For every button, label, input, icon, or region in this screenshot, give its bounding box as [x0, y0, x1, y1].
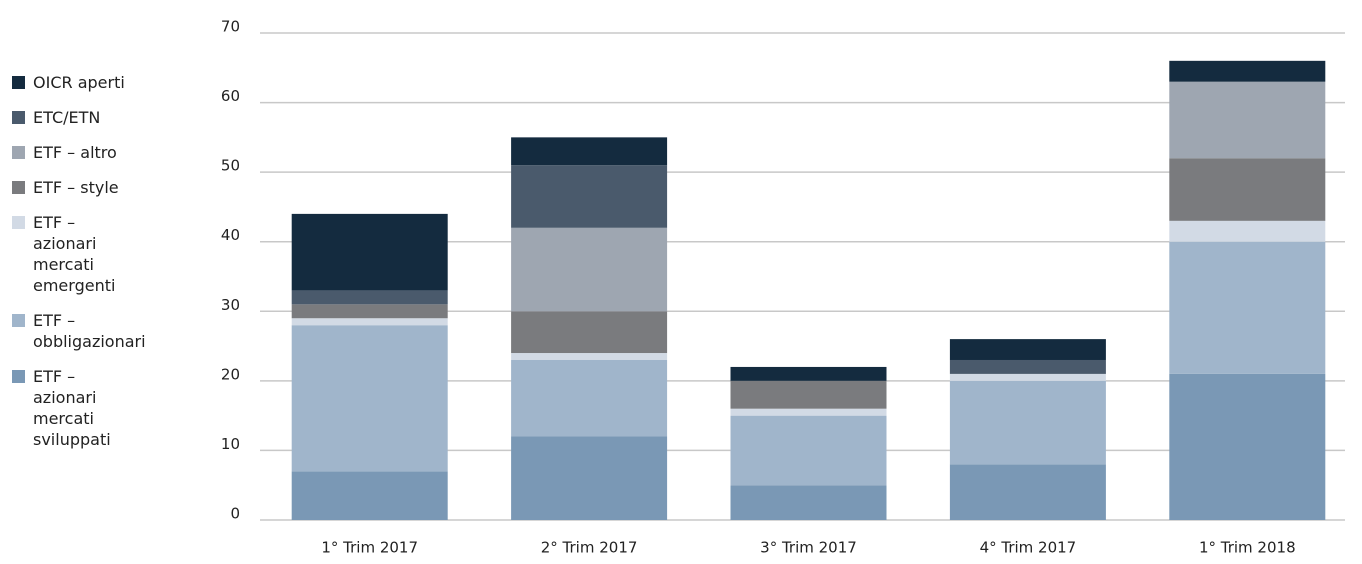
bar-segment	[511, 165, 668, 228]
x-tick-label: 4° Trim 2017	[980, 539, 1077, 557]
bar-segment	[511, 137, 668, 166]
y-tick-label: 0	[230, 505, 240, 523]
legend-item: ETF – style	[12, 177, 172, 198]
legend-swatch	[12, 111, 25, 124]
x-tick-label: 1° Trim 2017	[321, 539, 418, 557]
bar-segment	[730, 415, 887, 486]
legend-swatch	[12, 146, 25, 159]
y-tick-label: 40	[221, 226, 240, 244]
bar-segment	[291, 213, 448, 291]
legend-item: ETF – azionari mercati sviluppati	[12, 366, 172, 450]
bar-segment	[1169, 60, 1326, 82]
bar-segment	[730, 366, 887, 381]
x-tick-label: 1° Trim 2018	[1199, 539, 1296, 557]
y-tick-label: 10	[221, 435, 240, 453]
bar-segment	[1169, 158, 1326, 221]
y-tick-label: 20	[221, 365, 240, 383]
y-tick-label: 50	[221, 157, 240, 175]
y-tick-label: 70	[221, 18, 240, 36]
bar-segment	[730, 408, 887, 416]
bar-segment	[291, 290, 448, 305]
legend-item: ETF – azionari mercati emergenti	[12, 212, 172, 296]
bar-segment	[949, 359, 1106, 374]
bar-segment	[511, 359, 668, 437]
bar-segment	[291, 304, 448, 319]
legend-item: ETF – obbligazionari	[12, 310, 172, 352]
bar-segment	[949, 339, 1106, 360]
y-tick-label: 60	[221, 87, 240, 105]
legend-label: ETF – altro	[33, 143, 117, 162]
legend-label: ETF – style	[33, 178, 119, 197]
legend: OICR aperti ETC/ETN ETF – altro ETF – style…	[12, 72, 172, 464]
legend-label: ETF – azionari mercati sviluppati	[33, 367, 111, 449]
legend-swatch	[12, 314, 25, 327]
legend-item: ETF – altro	[12, 142, 172, 163]
legend-label: ETC/ETN	[33, 108, 101, 127]
bar-segment	[291, 325, 448, 472]
bar-segment	[511, 353, 668, 360]
x-tick-label: 2° Trim 2017	[541, 539, 638, 557]
legend-item: OICR aperti	[12, 72, 172, 93]
legend-label: OICR aperti	[33, 73, 125, 92]
bar-segment	[949, 380, 1106, 465]
legend-swatch	[12, 216, 25, 229]
bar-segment	[511, 311, 668, 354]
bar-segment	[291, 318, 448, 326]
legend-swatch	[12, 181, 25, 194]
y-tick-label: 30	[221, 296, 240, 314]
legend-swatch	[12, 76, 25, 89]
legend-label: ETF – azionari mercati emergenti	[33, 213, 116, 295]
bar-segment	[511, 436, 668, 520]
bar-segment	[291, 471, 448, 520]
bar-segment	[730, 380, 887, 409]
legend-swatch	[12, 370, 25, 383]
bar-segment	[949, 373, 1106, 381]
legend-label: ETF – obbligazionari	[33, 311, 146, 351]
bar-segment	[1169, 373, 1326, 520]
x-tick-label: 3° Trim 2017	[760, 539, 857, 557]
bar-segment	[1169, 220, 1326, 242]
bar-segment	[1169, 241, 1326, 374]
bar-segment	[949, 464, 1106, 520]
bar-segment	[511, 227, 668, 312]
bar-segment	[1169, 81, 1326, 159]
bar-segment	[730, 485, 887, 520]
legend-item: ETC/ETN	[12, 107, 172, 128]
